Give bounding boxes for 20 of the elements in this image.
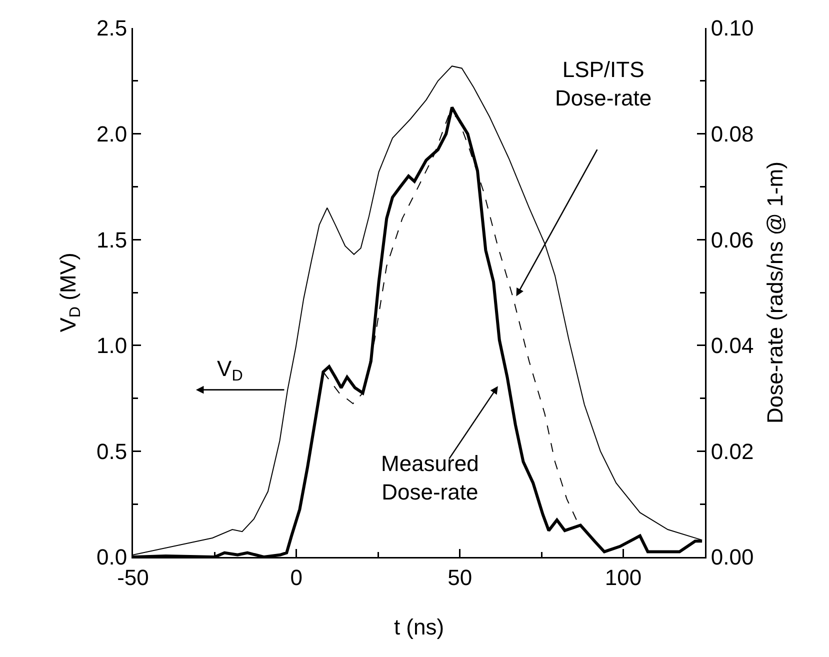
y-tick-label: 1.0 [96, 333, 128, 358]
y2-tick-label: 0.04 [710, 333, 754, 358]
y2-tick-label: 0.00 [710, 544, 754, 570]
annotation: Measured Dose-rate [381, 451, 479, 505]
x-tick-label: 100 [604, 564, 642, 590]
y2-tick-label: 0.06 [710, 227, 754, 252]
y2-tick-label: 0.08 [710, 122, 754, 146]
y-tick-label: 0.5 [96, 438, 128, 464]
y2-axis-title: Dose-rate (rads/ns @ 1-m) [762, 162, 788, 424]
annotation: LSP/ITS Dose-rate [555, 57, 652, 111]
annotation: V$_{D}$ [217, 356, 243, 385]
y2-tick-label: 0.02 [710, 438, 754, 464]
x-tick-label: 50 [448, 564, 472, 590]
y-tick-label: 2.0 [96, 122, 128, 146]
x-axis-title: t (ns) [394, 614, 444, 640]
y-tick-label: 1.5 [96, 227, 128, 252]
line-series [322, 112, 578, 520]
y-tick-label: 2.5 [96, 16, 128, 41]
y2-tick-label: 0.10 [710, 16, 754, 41]
x-tick-label: 0 [290, 564, 303, 590]
